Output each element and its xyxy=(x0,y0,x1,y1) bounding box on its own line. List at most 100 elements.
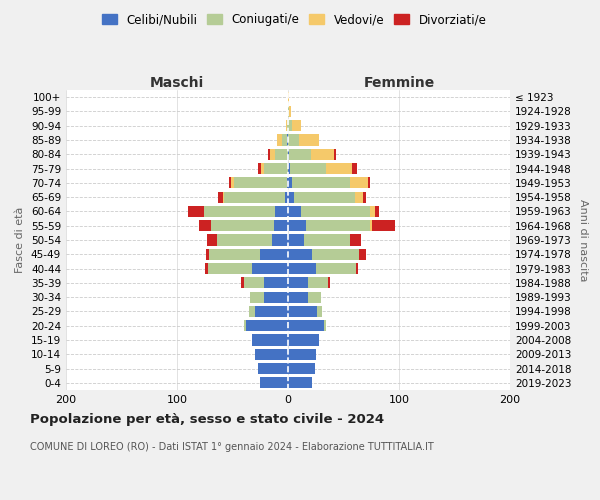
Bar xyxy=(224,192,284,202)
Bar xyxy=(323,320,326,332)
Bar xyxy=(272,234,288,246)
Bar xyxy=(232,178,233,188)
Bar xyxy=(288,363,314,374)
Y-axis label: Anni di nascita: Anni di nascita xyxy=(578,198,588,281)
Bar xyxy=(364,192,366,202)
Bar xyxy=(288,206,301,217)
Bar xyxy=(288,378,313,388)
Bar xyxy=(288,348,316,360)
Bar xyxy=(359,248,366,260)
Bar xyxy=(293,192,355,202)
Bar xyxy=(288,234,304,246)
Bar xyxy=(284,192,288,202)
Bar xyxy=(275,206,288,217)
Bar xyxy=(316,263,356,274)
Bar xyxy=(355,192,364,202)
Bar xyxy=(288,178,292,188)
Bar xyxy=(352,163,357,174)
Bar xyxy=(288,192,293,202)
Bar xyxy=(286,120,287,132)
Bar xyxy=(277,134,283,145)
Bar xyxy=(229,178,232,188)
Bar xyxy=(288,120,292,132)
Bar xyxy=(308,292,322,302)
Bar xyxy=(292,120,301,132)
Bar xyxy=(218,192,223,202)
Bar xyxy=(373,220,395,232)
Text: Maschi: Maschi xyxy=(150,76,204,90)
Bar xyxy=(207,234,217,246)
Y-axis label: Fasce di età: Fasce di età xyxy=(16,207,25,273)
Text: Femmine: Femmine xyxy=(364,76,434,90)
Bar xyxy=(283,134,287,145)
Bar xyxy=(370,220,373,232)
Bar xyxy=(208,263,253,274)
Bar xyxy=(258,363,288,374)
Text: Popolazione per età, sesso e stato civile - 2024: Popolazione per età, sesso e stato civil… xyxy=(30,412,384,426)
Bar xyxy=(253,334,288,345)
Bar xyxy=(263,278,288,288)
Bar xyxy=(289,148,311,160)
Bar xyxy=(275,148,288,160)
Bar xyxy=(241,278,244,288)
Bar xyxy=(211,220,274,232)
Bar xyxy=(274,220,288,232)
Bar xyxy=(205,263,208,274)
Bar xyxy=(308,278,328,288)
Bar xyxy=(290,163,326,174)
Bar xyxy=(288,134,299,145)
Bar xyxy=(258,163,262,174)
Bar xyxy=(288,292,308,302)
Bar xyxy=(350,178,368,188)
Bar xyxy=(288,92,289,102)
Bar xyxy=(288,248,313,260)
Bar xyxy=(263,163,288,174)
Bar xyxy=(260,248,288,260)
Bar xyxy=(268,148,270,160)
Bar xyxy=(223,192,224,202)
Bar xyxy=(199,220,211,232)
Bar xyxy=(356,263,358,274)
Bar xyxy=(368,178,370,188)
Bar xyxy=(288,163,290,174)
Bar xyxy=(203,206,275,217)
Bar xyxy=(299,134,319,145)
Bar xyxy=(287,120,288,132)
Bar xyxy=(288,320,323,332)
Bar xyxy=(288,148,289,160)
Bar xyxy=(288,278,308,288)
Bar xyxy=(209,248,260,260)
Bar xyxy=(233,178,287,188)
Bar xyxy=(370,206,374,217)
Bar xyxy=(326,163,352,174)
Bar xyxy=(288,220,306,232)
Bar xyxy=(328,278,330,288)
Bar xyxy=(249,306,254,317)
Bar xyxy=(206,248,209,260)
Bar xyxy=(260,378,288,388)
Bar xyxy=(288,334,319,345)
Bar xyxy=(244,278,263,288)
Legend: Celibi/Nubili, Coniugati/e, Vedovi/e, Divorziati/e: Celibi/Nubili, Coniugati/e, Vedovi/e, Di… xyxy=(97,8,491,31)
Bar xyxy=(350,234,361,246)
Bar xyxy=(317,306,322,317)
Bar xyxy=(188,206,203,217)
Bar xyxy=(244,320,246,332)
Text: COMUNE DI LOREO (RO) - Dati ISTAT 1° gennaio 2024 - Elaborazione TUTTITALIA.IT: COMUNE DI LOREO (RO) - Dati ISTAT 1° gen… xyxy=(30,442,434,452)
Bar xyxy=(287,178,288,188)
Bar xyxy=(288,106,289,117)
Bar xyxy=(254,348,288,360)
Bar xyxy=(287,134,288,145)
Bar xyxy=(292,178,350,188)
Bar xyxy=(313,248,359,260)
Bar xyxy=(270,148,275,160)
Bar xyxy=(306,220,370,232)
Bar xyxy=(253,263,288,274)
Bar xyxy=(301,206,370,217)
Bar xyxy=(288,306,317,317)
Bar xyxy=(250,292,263,302)
Bar xyxy=(334,148,336,160)
Bar xyxy=(289,106,292,117)
Bar xyxy=(311,148,334,160)
Bar xyxy=(288,263,316,274)
